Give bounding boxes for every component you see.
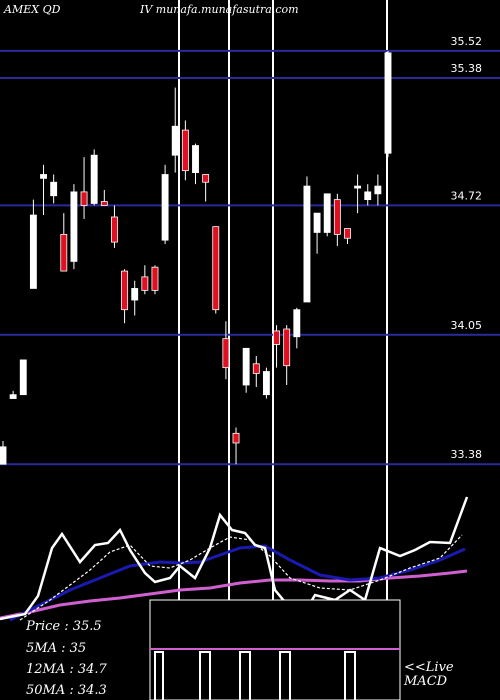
candle-bearish bbox=[80, 191, 88, 206]
macd-label: MACD bbox=[403, 674, 448, 689]
ticker-label: AMEX QD bbox=[3, 3, 61, 16]
candle-bullish bbox=[171, 125, 179, 156]
candle-bearish bbox=[181, 129, 189, 172]
candle-bullish bbox=[293, 309, 301, 338]
moving-average-lines bbox=[0, 496, 469, 623]
price-level-label: 34.05 bbox=[451, 319, 483, 332]
candle-bearish bbox=[273, 330, 280, 345]
price-level-labels: 35.52 35.38 34.72 34.05 33.38 bbox=[451, 35, 483, 461]
price-level-label: 33.38 bbox=[451, 448, 483, 461]
price-level-label: 34.72 bbox=[451, 189, 483, 202]
candle-bullish bbox=[9, 394, 17, 399]
vertical-markers bbox=[178, 0, 388, 600]
info-box bbox=[149, 599, 401, 700]
candle-bullish bbox=[19, 359, 27, 396]
candlesticks bbox=[0, 50, 392, 465]
candle-bearish bbox=[111, 216, 118, 243]
candle-bullish bbox=[29, 214, 37, 289]
candle-bullish bbox=[313, 212, 321, 233]
candle-bullish bbox=[262, 371, 270, 396]
candle-bullish bbox=[384, 52, 392, 154]
candle-bearish bbox=[283, 328, 291, 367]
candle-bearish bbox=[333, 199, 341, 235]
candle-bullish bbox=[90, 154, 98, 204]
candle-bearish bbox=[141, 276, 149, 291]
ma5-line bbox=[19, 534, 463, 621]
candle-bearish bbox=[232, 432, 240, 444]
candle-bullish bbox=[303, 185, 311, 303]
candle-bullish bbox=[131, 288, 139, 301]
candle-bullish bbox=[50, 181, 58, 197]
candle-bearish bbox=[344, 228, 351, 239]
ma50-info: 50MA : 34.3 bbox=[26, 683, 107, 698]
ma12-line bbox=[9, 544, 466, 622]
price-close-line bbox=[0, 496, 469, 623]
candle-bullish bbox=[374, 185, 382, 195]
ma5-info: 5MA : 35 bbox=[26, 641, 86, 656]
price-level-label: 35.38 bbox=[451, 62, 483, 75]
candle-bullish bbox=[161, 174, 169, 241]
candle-bullish bbox=[242, 347, 250, 386]
candle-bearish bbox=[252, 363, 260, 374]
ma12-info: 12MA : 34.7 bbox=[26, 662, 108, 677]
candle-bullish bbox=[323, 193, 331, 233]
candle-bearish bbox=[151, 266, 159, 291]
candle-bearish bbox=[100, 201, 108, 206]
candle-bullish bbox=[0, 446, 7, 465]
live-label: <<Live bbox=[404, 660, 454, 675]
candle-bullish bbox=[70, 191, 78, 262]
candle-bullish bbox=[354, 185, 362, 189]
candle-bullish bbox=[40, 174, 47, 179]
candle-bullish bbox=[364, 191, 372, 201]
candle-bearish bbox=[222, 338, 230, 369]
ma50-line bbox=[0, 569, 468, 620]
candle-bearish bbox=[121, 270, 129, 311]
macd-histogram bbox=[154, 651, 356, 700]
candle-bearish bbox=[202, 174, 210, 183]
candle-bearish bbox=[212, 226, 220, 311]
candle-bearish bbox=[60, 233, 68, 272]
price-level-label: 35.52 bbox=[451, 35, 483, 48]
source-label: IV munafa.munafasutra.com bbox=[139, 3, 299, 16]
price-info: Price : 35.5 bbox=[25, 619, 102, 634]
candle-bullish bbox=[192, 145, 199, 173]
